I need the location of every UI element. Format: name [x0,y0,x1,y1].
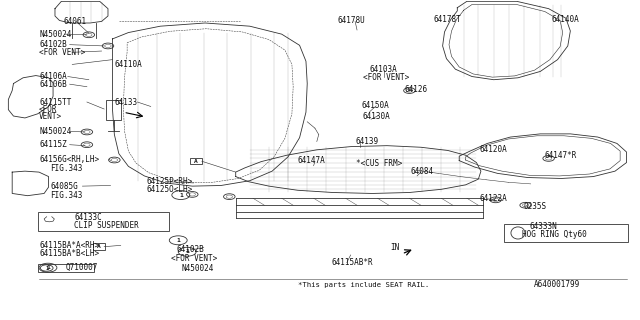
Text: 64133C: 64133C [74,213,102,222]
Bar [106,100,122,120]
Text: 64103A: 64103A [370,65,397,74]
Text: N450024: N450024 [39,127,72,136]
Text: <FOR VENT>: <FOR VENT> [39,48,85,57]
Text: 64120A: 64120A [479,145,508,154]
Text: *This parts include SEAT RAIL.: *This parts include SEAT RAIL. [298,282,429,288]
Text: *<CUS FRM>: *<CUS FRM> [356,159,403,168]
Text: 64130A: 64130A [363,112,390,121]
Text: 64333N: 64333N [529,222,557,231]
Text: 64102B: 64102B [176,245,204,254]
Text: 64084: 64084 [411,167,434,176]
Bar [504,224,628,242]
Text: 1: 1 [177,238,180,243]
Text: <FOR: <FOR [39,105,58,114]
Text: 64115BA*A<RH>: 64115BA*A<RH> [39,241,99,250]
Text: <FOR VENT>: <FOR VENT> [364,73,410,82]
Text: 64110A: 64110A [115,60,142,69]
Text: A: A [194,159,198,164]
Text: 64140A: 64140A [551,15,579,24]
Text: HOG RING Qty60: HOG RING Qty60 [522,230,586,239]
Bar [38,212,169,231]
Text: <FOR VENT>: <FOR VENT> [172,254,218,263]
Text: FIG.343: FIG.343 [51,190,83,200]
Text: 64126: 64126 [404,85,428,94]
Text: N450024: N450024 [181,264,214,274]
Bar [93,244,105,250]
Text: 64125P<RH>: 64125P<RH> [147,177,193,186]
Text: 64115AB*R: 64115AB*R [332,258,373,267]
Text: 64178T: 64178T [434,15,461,24]
Text: 64156G<RH,LH>: 64156G<RH,LH> [39,155,99,164]
Text: 64115Z: 64115Z [39,140,67,149]
Text: 64178U: 64178U [338,16,365,25]
Bar [38,264,94,272]
Text: Q710007: Q710007 [66,262,98,272]
Text: 64125O<LH>: 64125O<LH> [147,185,193,194]
Text: 64147*R: 64147*R [545,151,577,160]
Text: 64115BA*B<LH>: 64115BA*B<LH> [39,249,99,258]
Text: A640001799: A640001799 [534,280,580,289]
Text: 1: 1 [186,249,189,254]
Text: A: A [97,244,100,249]
Text: 64133: 64133 [115,98,138,107]
Text: N450024: N450024 [39,30,72,39]
Text: 64115TT: 64115TT [39,98,72,107]
Bar [189,158,202,164]
Text: VENT>: VENT> [39,113,62,122]
Text: 64147A: 64147A [298,156,325,165]
Text: 1: 1 [46,265,50,270]
Text: 64061: 64061 [63,17,86,26]
Text: IN: IN [390,243,399,252]
Text: 64106A: 64106A [39,72,67,81]
Text: 64122A: 64122A [479,194,508,204]
Text: 1: 1 [45,266,48,270]
Text: 64085G: 64085G [51,182,78,191]
Text: 1: 1 [179,193,182,197]
Text: CLIP SUSPENDER: CLIP SUSPENDER [74,221,139,230]
Ellipse shape [511,227,525,239]
Text: 64150A: 64150A [362,101,389,110]
Text: 64106B: 64106B [39,80,67,89]
Text: 64102B: 64102B [39,40,67,49]
Text: 0235S: 0235S [523,202,546,211]
Text: FIG.343: FIG.343 [51,164,83,173]
Text: 64139: 64139 [355,137,378,146]
